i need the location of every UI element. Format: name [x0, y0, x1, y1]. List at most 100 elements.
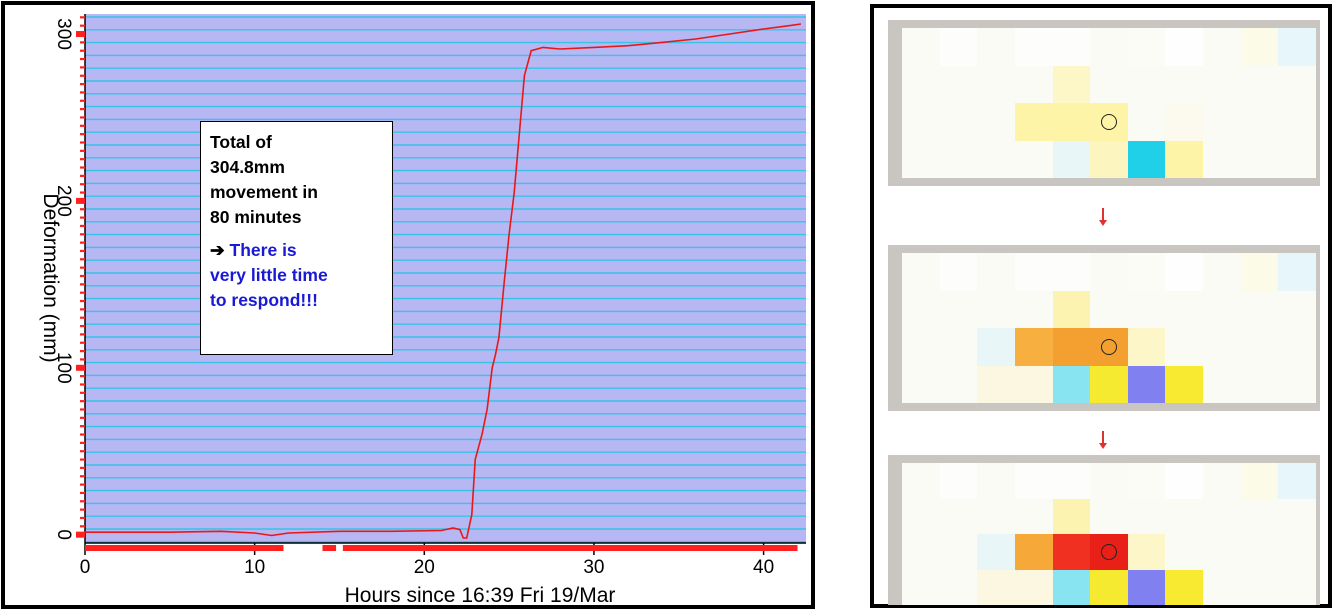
heatmap-cell	[939, 365, 978, 403]
coverage-bar	[342, 545, 798, 551]
heatmap-cell	[1014, 534, 1053, 570]
heatmap-cell	[1165, 569, 1204, 605]
heatmap-cell	[902, 534, 940, 570]
heatmap-cell	[977, 65, 1015, 103]
heatmap-cell	[939, 534, 978, 570]
heatmap-cell	[1240, 498, 1279, 534]
heatmap-cell	[1240, 28, 1279, 66]
heatmap-cell	[1127, 534, 1166, 570]
heatmap-cell	[1127, 290, 1166, 328]
heatmap-cell	[1014, 463, 1053, 499]
heatmap-cell	[1165, 463, 1204, 499]
y-tick-label: 100	[53, 352, 74, 384]
callout-highlight-line: There is	[229, 240, 297, 260]
heatmap-cell	[1240, 103, 1279, 141]
heatmap-frame	[888, 455, 1320, 605]
heatmap-cell	[1127, 569, 1166, 605]
heatmap-cell	[1203, 328, 1241, 366]
heatmap-cell	[977, 534, 1015, 570]
heatmap-cell	[1127, 103, 1166, 141]
heatmap-cell	[1203, 28, 1241, 66]
heatmap-cell	[1203, 290, 1241, 328]
heatmap-cell	[1014, 253, 1053, 291]
heatmap-cell	[939, 140, 978, 178]
heatmap-cell	[1052, 253, 1091, 291]
heatmap-cell	[1052, 28, 1091, 66]
heatmap-cell	[1052, 65, 1091, 103]
heatmap-cell	[1090, 28, 1128, 66]
x-tick-label: 10	[244, 557, 265, 578]
heatmap-cell	[1014, 498, 1053, 534]
heatmap-cell	[1090, 463, 1128, 499]
heatmap-cell	[1014, 28, 1053, 66]
heatmap-cell	[939, 290, 978, 328]
heatmap-cell	[1127, 65, 1166, 103]
callout-line: 80 minutes	[210, 207, 302, 227]
heatmap-cell	[1203, 65, 1241, 103]
heatmap-cell	[939, 28, 978, 66]
heatmap-cell	[1127, 28, 1166, 66]
heatmap-cell	[939, 498, 978, 534]
heatmap-grid	[902, 253, 1316, 403]
heatmap-cell	[1090, 140, 1128, 178]
heatmap-cell	[1165, 28, 1204, 66]
x-tick-label: 0	[80, 557, 91, 578]
y-major-tick	[76, 364, 85, 371]
heatmap-cell	[1240, 569, 1279, 605]
heatmap-cell	[1090, 290, 1128, 328]
heatmap-cell	[1203, 103, 1241, 141]
heatmap-cell	[1127, 253, 1166, 291]
x-tick-label: 40	[753, 557, 774, 578]
heatmap-cell	[939, 569, 978, 605]
heatmap-cell	[939, 253, 978, 291]
heatmap-cell	[1240, 463, 1279, 499]
heatmap-cell	[1014, 328, 1053, 366]
heatmap-cell	[977, 103, 1015, 141]
heatmap-cell	[1052, 534, 1091, 570]
target-marker-icon	[1101, 113, 1117, 130]
heatmap-cell	[902, 253, 940, 291]
callout-highlight: ➔ There is	[210, 238, 383, 263]
heatmap-cell	[977, 28, 1015, 66]
heatmap-cell	[1240, 253, 1279, 291]
x-axis-label: Hours since 16:39 Fri 19/Mar	[345, 584, 616, 607]
heatmap-cell	[977, 463, 1015, 499]
y-axis-label: Deformation (mm)	[39, 193, 62, 362]
heatmap-cell	[1090, 498, 1128, 534]
heatmap-cell	[1278, 103, 1316, 141]
heatmap-grid	[902, 28, 1316, 178]
heatmap-cell	[1052, 103, 1091, 141]
heatmap-cell	[1278, 290, 1316, 328]
heatmap-cell	[1165, 328, 1204, 366]
heatmap-cell	[902, 28, 940, 66]
target-marker-icon	[1101, 543, 1117, 560]
heatmap-cell	[1203, 365, 1241, 403]
heatmap-cell	[1014, 365, 1053, 403]
y-axis-ticks: 0 100 200 300	[53, 18, 85, 540]
heatmap-cell	[1278, 328, 1316, 366]
heatmap-panel	[870, 4, 1332, 608]
heatmap-cell	[1278, 65, 1316, 103]
heatmap-cell	[1127, 498, 1166, 534]
callout-line: movement in	[210, 182, 318, 202]
callout-highlight-line: very little time	[210, 265, 328, 285]
heatmap-frame	[888, 20, 1320, 186]
heatmap-cell	[1014, 103, 1053, 141]
y-tick-label: 0	[53, 529, 74, 540]
heatmap-cell	[1240, 140, 1279, 178]
heatmap-cell	[1090, 253, 1128, 291]
heatmap-cell	[1090, 569, 1128, 605]
coverage-bar	[322, 545, 337, 551]
heatmap-cell	[1165, 498, 1204, 534]
heatmap-cell	[1090, 365, 1128, 403]
heatmap-cell	[1165, 365, 1204, 403]
heatmap-cell	[977, 498, 1015, 534]
data-coverage-bars	[85, 545, 798, 551]
heatmap-cell	[939, 463, 978, 499]
heatmap-cell	[1052, 498, 1091, 534]
heatmap-cell	[977, 253, 1015, 291]
callout-line: Total of	[210, 132, 272, 152]
arrow-right-icon: ➔	[210, 240, 225, 260]
y-major-tick	[76, 197, 85, 204]
heatmap-cell	[1240, 365, 1279, 403]
